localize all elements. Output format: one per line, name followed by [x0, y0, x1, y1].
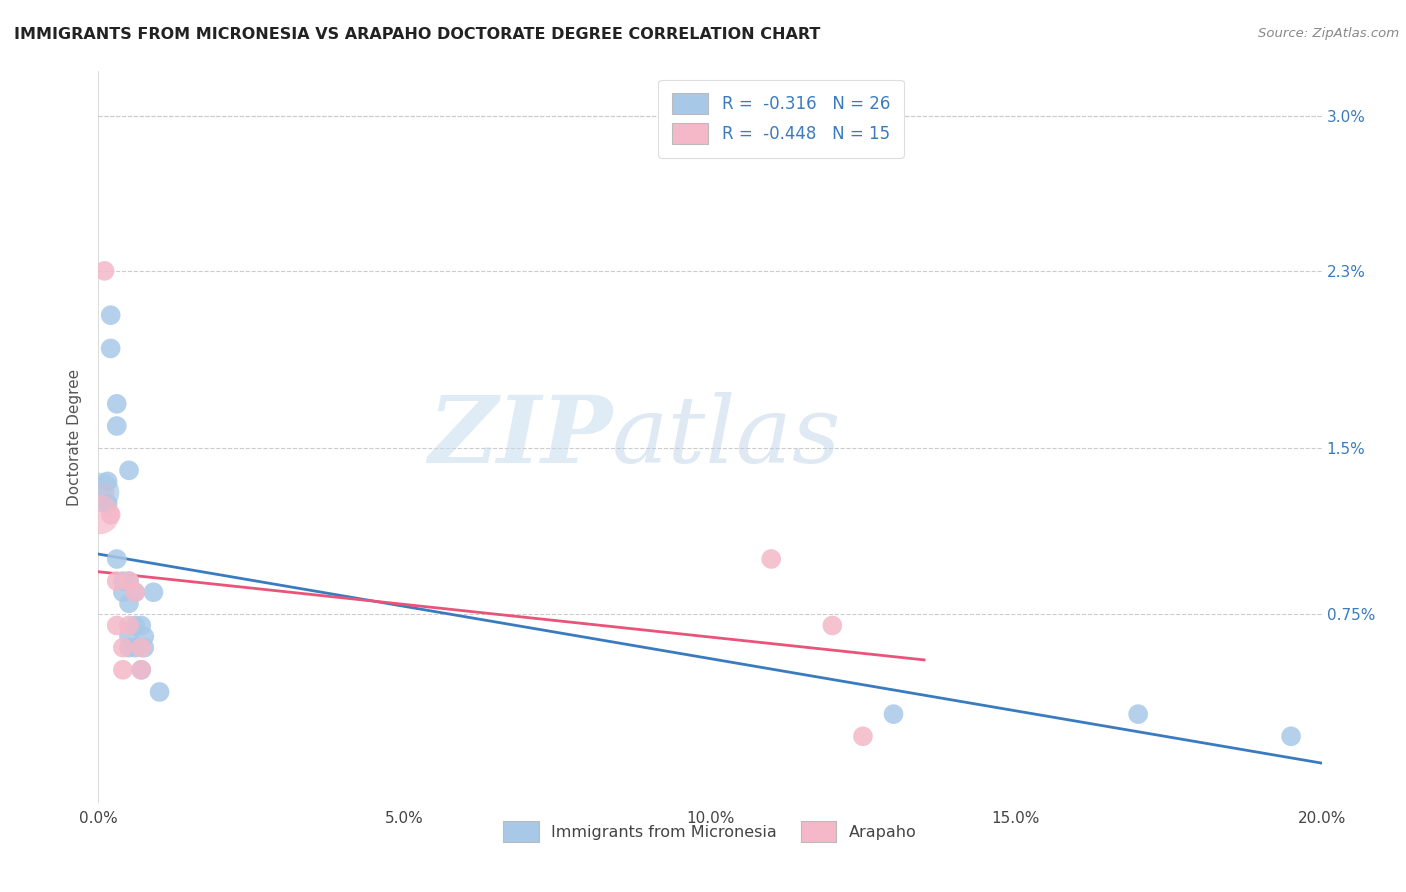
Point	[124, 618, 146, 632]
Point	[111, 640, 134, 655]
Point	[97, 497, 120, 511]
Point	[118, 618, 141, 632]
Text: Source: ZipAtlas.com: Source: ZipAtlas.com	[1258, 27, 1399, 40]
Point	[100, 342, 122, 356]
Point	[118, 596, 141, 610]
Point	[105, 618, 128, 632]
Point	[129, 640, 152, 655]
Point	[111, 663, 134, 677]
Point	[821, 618, 844, 632]
Point	[118, 463, 141, 477]
Point	[134, 630, 156, 644]
Point	[89, 485, 111, 500]
Point	[111, 585, 134, 599]
Point	[118, 574, 141, 589]
Legend: Immigrants from Micronesia, Arapaho: Immigrants from Micronesia, Arapaho	[495, 814, 925, 850]
Point	[124, 585, 146, 599]
Point	[100, 508, 122, 522]
Y-axis label: Doctorate Degree: Doctorate Degree	[67, 368, 83, 506]
Point	[124, 640, 146, 655]
Point	[97, 475, 120, 489]
Point	[100, 308, 122, 322]
Point	[105, 397, 128, 411]
Point	[134, 640, 156, 655]
Point	[129, 618, 152, 632]
Point	[129, 663, 152, 677]
Text: atlas: atlas	[612, 392, 842, 482]
Point	[111, 574, 134, 589]
Point	[759, 552, 782, 566]
Point	[89, 508, 111, 522]
Point	[1279, 729, 1302, 743]
Point	[852, 729, 875, 743]
Text: ZIP: ZIP	[427, 392, 612, 482]
Point	[118, 640, 141, 655]
Point	[149, 685, 172, 699]
Point	[124, 585, 146, 599]
Point	[105, 574, 128, 589]
Point	[129, 663, 152, 677]
Point	[1128, 707, 1150, 722]
Point	[93, 264, 115, 278]
Point	[118, 630, 141, 644]
Text: IMMIGRANTS FROM MICRONESIA VS ARAPAHO DOCTORATE DEGREE CORRELATION CHART: IMMIGRANTS FROM MICRONESIA VS ARAPAHO DO…	[14, 27, 821, 42]
Point	[105, 419, 128, 434]
Point	[142, 585, 165, 599]
Point	[883, 707, 905, 722]
Point	[118, 574, 141, 589]
Point	[105, 552, 128, 566]
Point	[93, 485, 115, 500]
